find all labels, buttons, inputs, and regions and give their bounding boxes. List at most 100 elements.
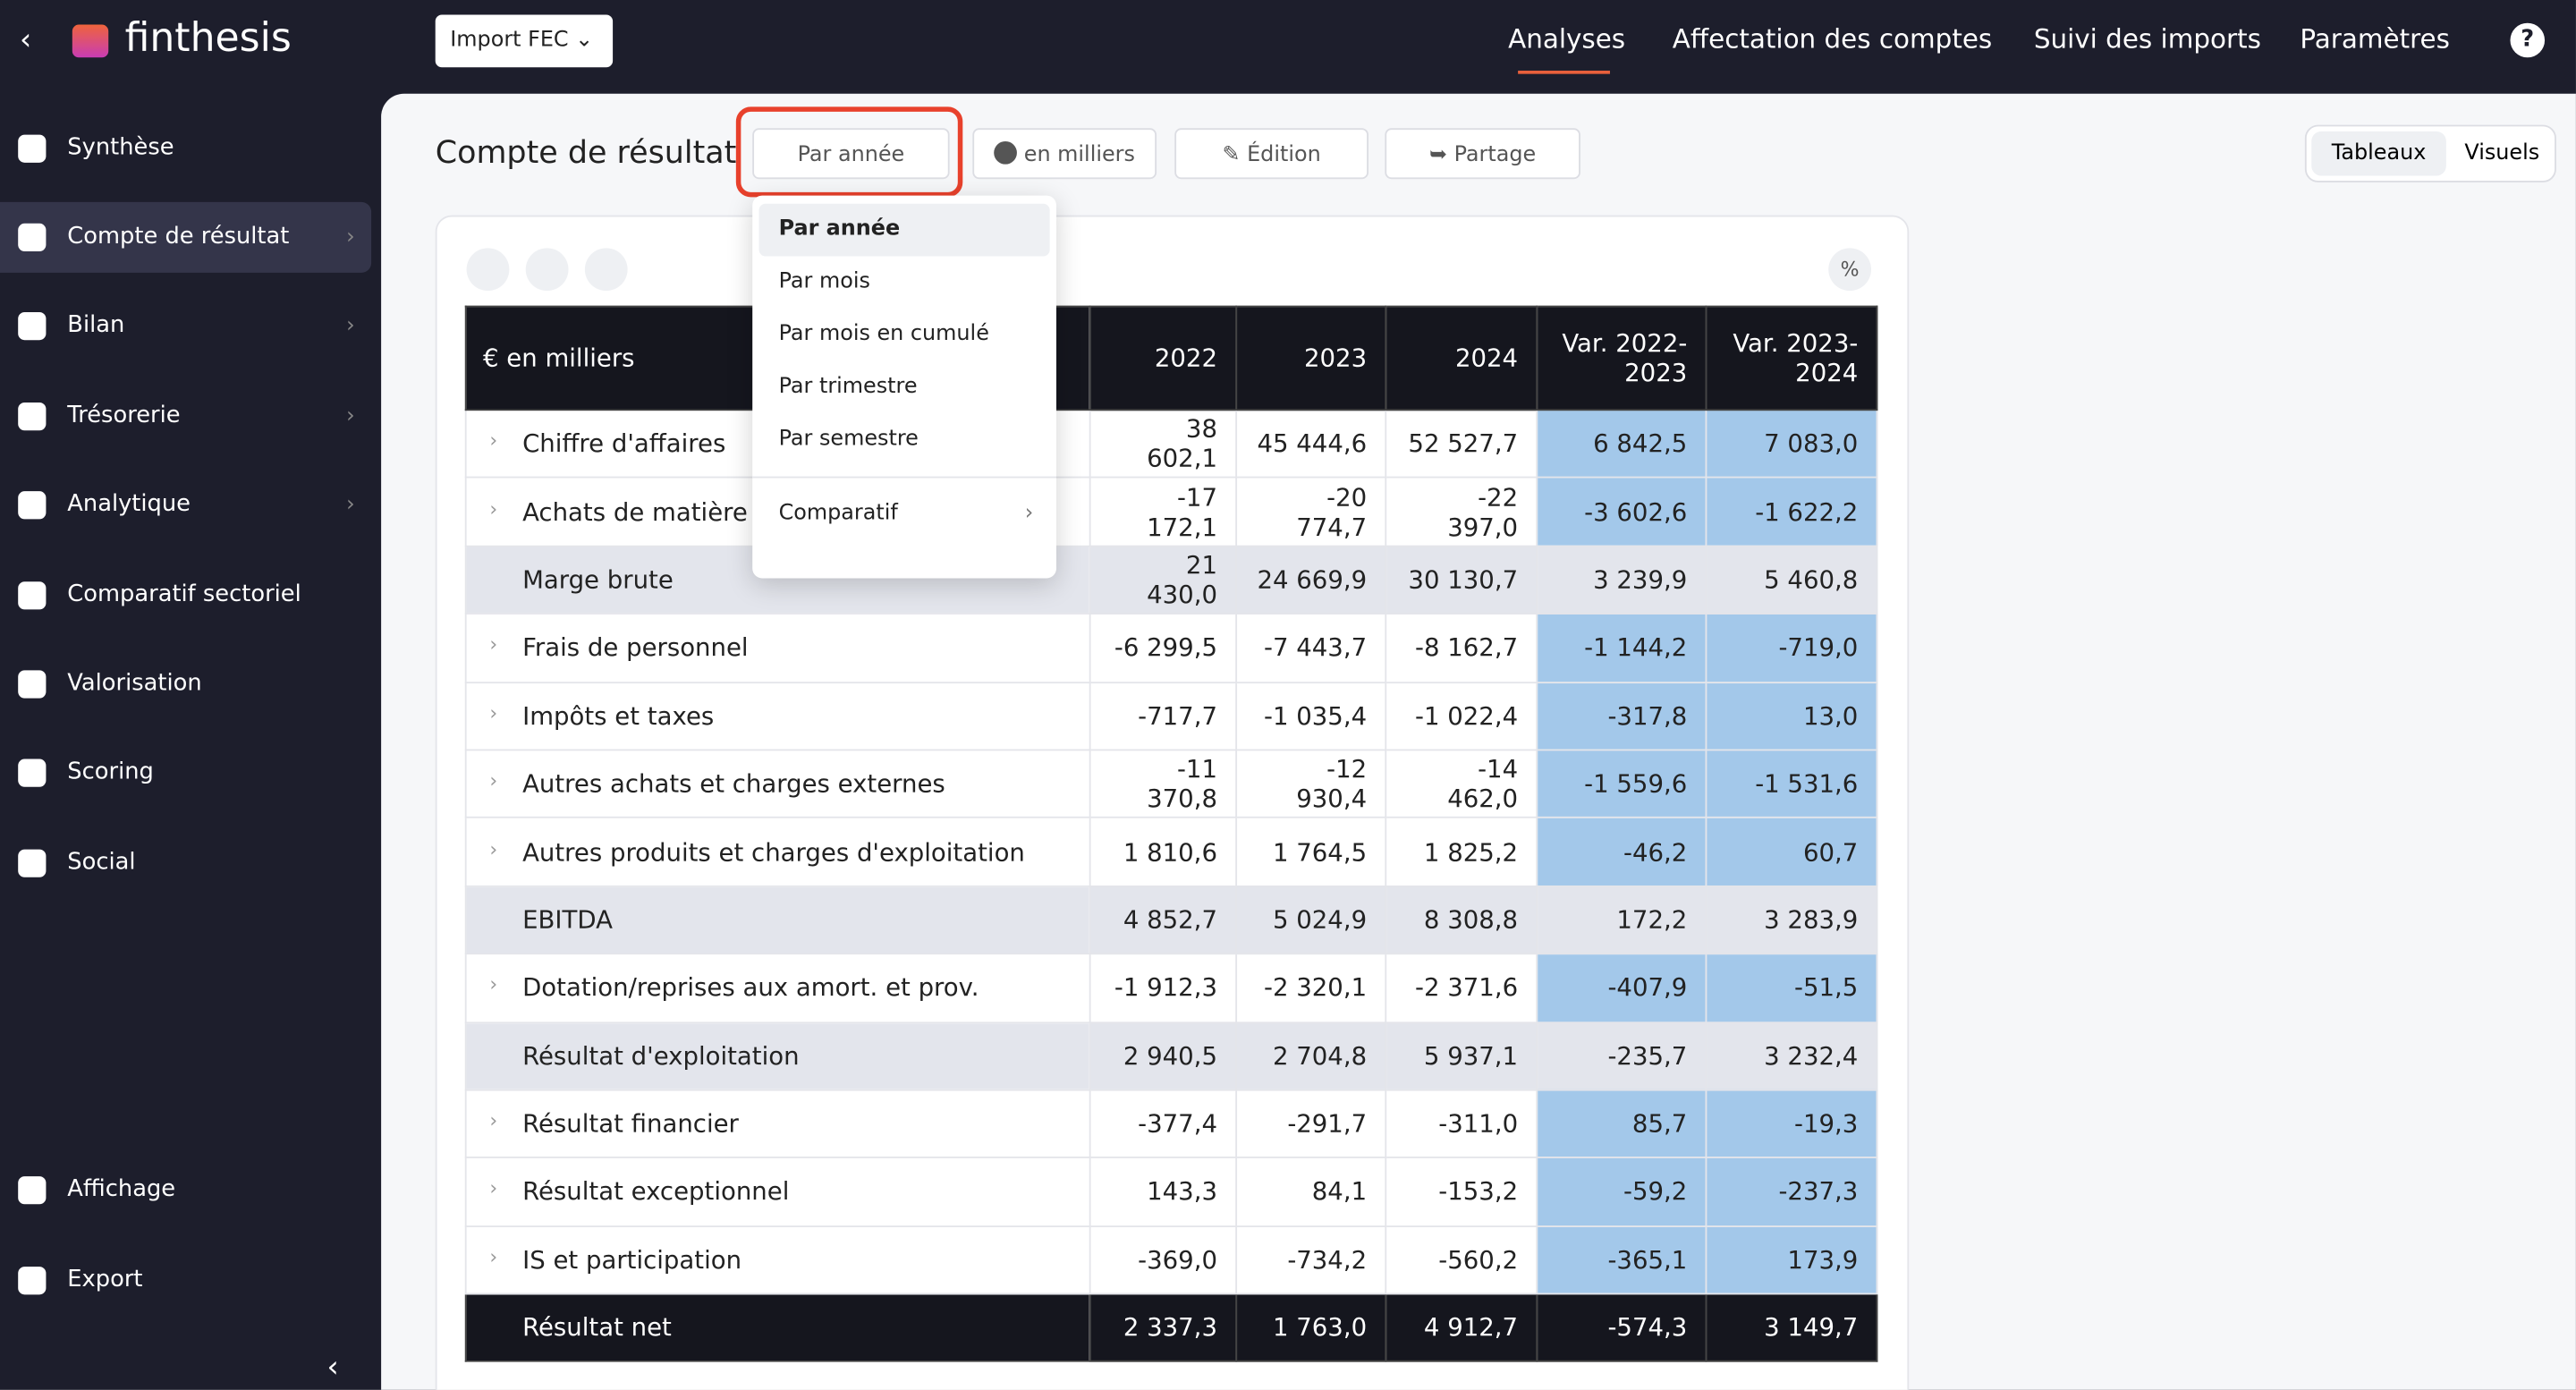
- top-tab[interactable]: Analyses: [1508, 22, 1626, 55]
- cell-text: -235,7: [1607, 1040, 1688, 1071]
- cell: 24 669,9: [1235, 545, 1387, 615]
- nav-item[interactable]: Scoring: [0, 738, 371, 809]
- cell-text: Marge brute: [522, 564, 674, 595]
- cell-text: 5 460,8: [1764, 564, 1859, 595]
- nav-item[interactable]: Compte de résultat ›: [0, 201, 372, 273]
- highlight: [735, 106, 963, 198]
- cell-text: -1 912,3: [1114, 972, 1217, 1003]
- chart-icon[interactable]: [525, 248, 569, 292]
- table-row[interactable]: › Impôts et taxes -717,7 -1 035,4 -1 022,4 -3…: [464, 681, 1878, 751]
- view-option[interactable]: Tableaux: [2311, 131, 2446, 176]
- cell: -717,7: [1089, 681, 1238, 751]
- percent-button[interactable]: %: [1828, 248, 1872, 292]
- cell: 3 283,9: [1705, 885, 1878, 955]
- nav-item[interactable]: Trésorerie ›: [0, 381, 371, 452]
- table-row[interactable]: › IS et participation -369,0 -734,2 -560,2 -3…: [464, 1225, 1878, 1295]
- nav-item[interactable]: Social: [0, 828, 371, 899]
- cell: 1 810,6: [1089, 817, 1238, 887]
- cell-text: -59,2: [1623, 1176, 1688, 1208]
- copy-icon[interactable]: [466, 248, 510, 292]
- cell-text: -377,4: [1138, 1108, 1217, 1140]
- top-tab[interactable]: Paramètres: [2300, 22, 2450, 55]
- edit-button[interactable]: ✎ Édition: [1174, 128, 1368, 180]
- table-row[interactable]: › Résultat exceptionnel 143,3 84,1 -153,2 -59…: [464, 1157, 1878, 1227]
- cell-text: -719,0: [1778, 632, 1859, 663]
- nav-icon: [18, 849, 47, 877]
- cell: -1 531,6: [1705, 749, 1878, 819]
- cell-text: 5 024,9: [1272, 904, 1368, 935]
- view-option[interactable]: Visuels: [2464, 140, 2540, 166]
- cell: -719,0: [1705, 613, 1878, 683]
- cell-text: 3 149,7: [1764, 1313, 1859, 1343]
- top-tab[interactable]: Suivi des imports: [2033, 22, 2261, 55]
- expand-arrow: ›: [489, 496, 498, 521]
- top-tab[interactable]: Affectation des comptes: [1672, 22, 1993, 55]
- table-row[interactable]: › Autres achats et charges externes -11 37…: [464, 749, 1878, 819]
- share-button[interactable]: ➥ Partage: [1385, 128, 1580, 180]
- dropdown-item[interactable]: Par trimestre: [778, 374, 918, 400]
- table-row[interactable]: › Chiffre d'affaires 38 602,1 45 444,6 52 52…: [464, 409, 1878, 479]
- cell-text: Résultat exceptionnel: [522, 1176, 790, 1208]
- unit-button[interactable]: en milliers: [972, 128, 1157, 180]
- table-row[interactable]: › Frais de personnel -6 299,5 -7 443,7 -8 16…: [464, 613, 1878, 683]
- dropdown-item[interactable]: Par mois: [778, 269, 870, 294]
- cell-text: 84,1: [1311, 1176, 1368, 1208]
- header-row: € en milliers 2022 2023 2024 Var. 2022-2023 V…: [464, 305, 1878, 411]
- cell-text: Autres achats et charges externes: [522, 768, 945, 799]
- nav-label: Scoring: [67, 759, 154, 785]
- nav-chevron: ›: [346, 225, 355, 250]
- nav-icon: [18, 670, 47, 699]
- cell-text: -407,9: [1607, 972, 1688, 1003]
- nav-label: Affichage: [67, 1176, 176, 1203]
- cell: › Autres produits et charges d'exploitati…: [464, 817, 1091, 887]
- cell: -19,3: [1705, 1089, 1878, 1159]
- nav-item[interactable]: Analytique ›: [0, 470, 371, 540]
- cell-text: 21 430,0: [1147, 550, 1217, 610]
- expand-arrow: ›: [489, 1108, 498, 1132]
- table-row[interactable]: › Résultat financier -377,4 -291,7 -311,0 85,…: [464, 1089, 1878, 1159]
- dropdown-item[interactable]: Comparatif ›: [759, 487, 1050, 540]
- cell: -369,0: [1089, 1225, 1238, 1295]
- cell-text: Dotation/reprises aux amort. et prov.: [522, 972, 979, 1003]
- nav-item[interactable]: Affichage: [0, 1155, 371, 1225]
- period-button[interactable]: Par année: [752, 128, 950, 180]
- cell-text: -317,8: [1607, 700, 1688, 731]
- cell: 2 704,8: [1235, 1021, 1387, 1091]
- cell-text: Autres produits et charges d'exploitatio…: [522, 836, 1025, 867]
- nav-item[interactable]: Bilan ›: [0, 291, 371, 361]
- cell: -2 371,6: [1385, 953, 1538, 1023]
- back[interactable]: ‹: [20, 22, 32, 58]
- cell: 13,0: [1705, 681, 1878, 751]
- cell-text: EBITDA: [522, 904, 613, 935]
- cell: 6 842,5: [1536, 409, 1707, 479]
- nav-item[interactable]: Comparatif sectoriel: [0, 560, 371, 631]
- cell: -59,2: [1536, 1157, 1707, 1227]
- sort-icon[interactable]: [584, 248, 628, 292]
- nav-item[interactable]: Valorisation: [0, 648, 371, 719]
- nav-chevron: ›: [346, 493, 355, 518]
- cell: -8 162,7: [1385, 613, 1538, 683]
- table-row[interactable]: › Achats de matière -17 172,1 -20 774,7 -22 …: [464, 477, 1878, 547]
- table-row[interactable]: › Autres produits et charges d'exploitati…: [464, 817, 1878, 887]
- cell-text: 172,2: [1616, 904, 1688, 935]
- cell: › Autres achats et charges externes: [464, 749, 1091, 819]
- nav-label: Export: [67, 1267, 143, 1293]
- cell-text: -22 397,0: [1447, 482, 1519, 542]
- import-button[interactable]: Import FEC ⌄: [435, 14, 614, 68]
- table-row[interactable]: › Dotation/reprises aux amort. et prov. -1…: [464, 953, 1878, 1023]
- nav-item[interactable]: Synthèse: [0, 114, 371, 184]
- dropdown-item[interactable]: Par semestre: [778, 427, 919, 453]
- dropdown-item[interactable]: Par année: [758, 203, 1050, 257]
- edit-label: Édition: [1247, 142, 1321, 168]
- nav-item[interactable]: Export: [0, 1245, 371, 1316]
- collapse[interactable]: ‹: [326, 1350, 339, 1386]
- dropdown-item[interactable]: Par mois en cumulé: [778, 321, 989, 347]
- expand-arrow: ›: [489, 632, 498, 657]
- help[interactable]: ?: [2510, 22, 2546, 58]
- nav-icon: [18, 1267, 47, 1295]
- cell: 84,1: [1235, 1157, 1387, 1227]
- cell: -14 462,0: [1385, 749, 1538, 819]
- cell-text: -311,0: [1438, 1108, 1519, 1140]
